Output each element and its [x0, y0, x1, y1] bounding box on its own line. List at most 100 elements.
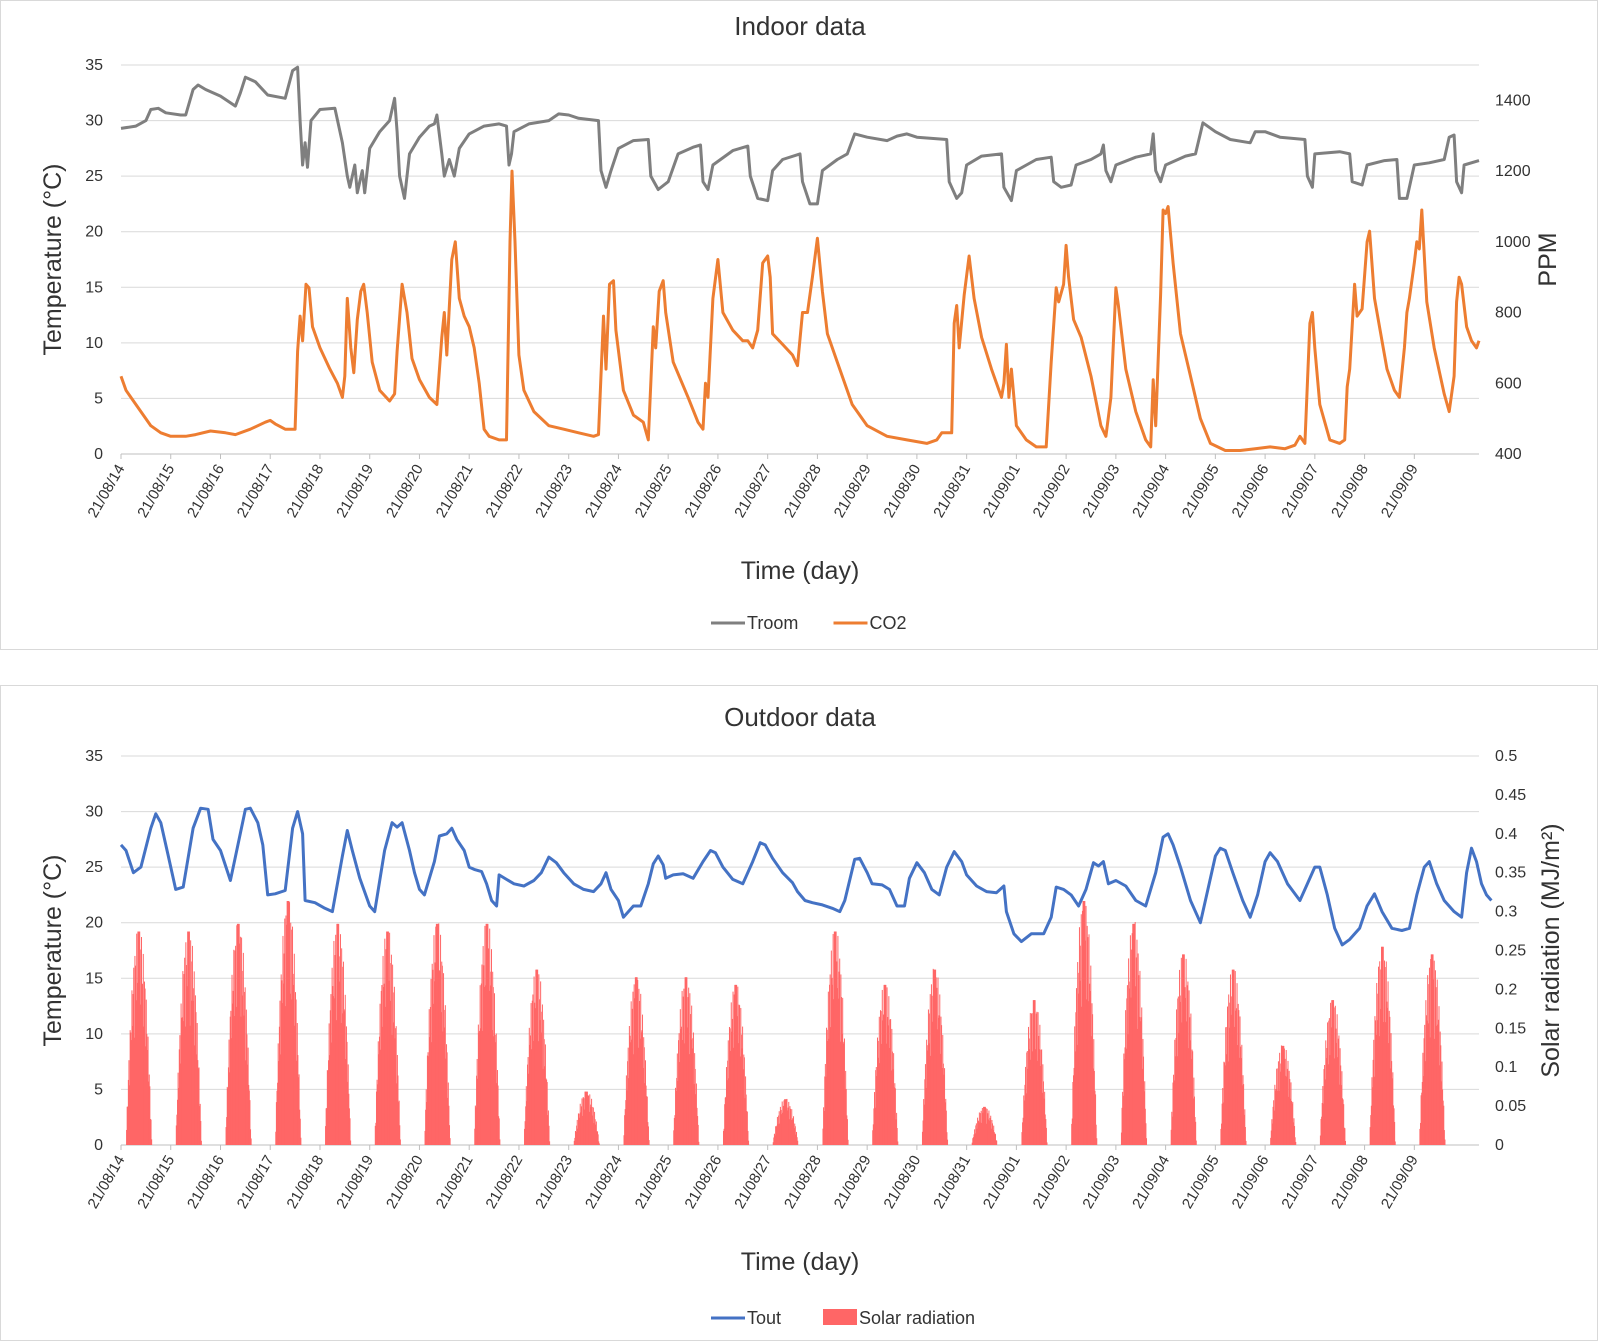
solar-bar	[528, 1073, 530, 1145]
solar-bar	[340, 1022, 342, 1145]
solar-bar	[134, 955, 136, 1145]
solar-bar	[647, 1122, 649, 1145]
solar-bar	[925, 1088, 927, 1145]
solar-bar	[538, 999, 540, 1145]
solar-bar	[181, 1017, 183, 1145]
y2-tick-label: 0.1	[1495, 1059, 1517, 1076]
solar-bar	[197, 1068, 199, 1145]
solar-bar	[796, 1131, 798, 1145]
solar-bar	[188, 931, 190, 1145]
solar-bar	[746, 1111, 748, 1145]
solar-bar	[988, 1110, 990, 1145]
series-line	[119, 806, 1493, 947]
solar-bar	[1034, 1000, 1036, 1145]
solar-bar	[888, 1047, 890, 1145]
solar-bar	[1092, 1068, 1094, 1145]
solar-bar	[842, 997, 844, 1145]
solar-bar	[1138, 975, 1140, 1145]
solar-bar	[586, 1091, 588, 1145]
solar-bar	[374, 1125, 376, 1145]
solar-bar	[182, 1021, 184, 1145]
solar-bar	[745, 1094, 747, 1145]
solar-bar	[1375, 1034, 1377, 1145]
solar-bar	[846, 1115, 848, 1145]
solar-bar	[975, 1123, 977, 1145]
solar-bar	[383, 987, 385, 1145]
solar-bar	[837, 935, 839, 1145]
solar-bar	[429, 1007, 431, 1145]
solar-bar	[1136, 939, 1138, 1145]
solar-bar	[1337, 1057, 1339, 1145]
solar-bar	[978, 1120, 980, 1145]
solar-bar	[877, 1057, 879, 1145]
y-axis-label: Temperature (°C)	[39, 164, 67, 356]
solar-bar	[580, 1112, 582, 1145]
solar-bar	[591, 1115, 593, 1145]
solar-bar	[1369, 1127, 1371, 1145]
solar-bar	[248, 1090, 250, 1145]
solar-bar	[836, 961, 838, 1145]
solar-bar	[644, 1083, 646, 1145]
solar-bar	[295, 992, 297, 1145]
solar-bar	[594, 1119, 596, 1145]
solar-bar	[1277, 1068, 1279, 1145]
solar-bar	[1241, 1044, 1243, 1145]
solar-bar	[928, 1043, 930, 1145]
solar-bar	[843, 1041, 845, 1145]
solar-bar	[688, 1054, 690, 1145]
solar-bar	[1187, 981, 1189, 1145]
solar-bar	[743, 1057, 745, 1145]
solar-bar	[641, 1030, 643, 1145]
solar-bar	[1285, 1050, 1287, 1145]
solar-bar	[1244, 1109, 1246, 1145]
solar-bar	[329, 1010, 331, 1145]
solar-bar	[1330, 1027, 1332, 1145]
solar-bar	[930, 1055, 932, 1145]
solar-bar	[689, 993, 691, 1145]
solar-bar	[574, 1130, 576, 1145]
solar-bar	[637, 1047, 639, 1145]
solar-bar	[1188, 1048, 1189, 1145]
solar-bar	[728, 1078, 730, 1145]
solar-bar	[1095, 1094, 1097, 1145]
solar-bar	[497, 1085, 499, 1145]
solar-bar	[435, 923, 437, 1145]
solar-bar	[586, 1091, 588, 1145]
solar-bar	[1436, 979, 1438, 1145]
solar-bar	[479, 1030, 481, 1145]
solar-bar	[1188, 990, 1190, 1145]
solar-bar	[683, 988, 685, 1145]
solar-bar	[380, 990, 382, 1145]
solar-bar	[1422, 1076, 1424, 1145]
solar-bar	[384, 938, 386, 1145]
solar-bar	[696, 1107, 698, 1145]
solar-bar	[328, 1023, 330, 1145]
solar-bar	[287, 901, 289, 1145]
solar-bar	[1375, 1020, 1377, 1145]
solar-bar	[444, 1027, 446, 1145]
solar-bar	[382, 955, 384, 1145]
solar-bar	[831, 977, 833, 1145]
solar-bar	[281, 1003, 283, 1145]
solar-bar	[283, 953, 285, 1145]
solar-bar	[1289, 1098, 1291, 1145]
solar-bar	[1324, 1064, 1326, 1145]
solar-bar	[742, 1069, 744, 1145]
solar-bar	[1074, 1051, 1076, 1145]
x-tick-label: 21/09/04	[1129, 1153, 1173, 1212]
solar-bar	[429, 1037, 431, 1145]
solar-bar	[946, 1132, 948, 1145]
x-tick-label: 21/08/27	[731, 462, 775, 521]
solar-bar	[129, 1030, 131, 1145]
solar-bar	[833, 999, 835, 1145]
solar-bar	[1338, 1035, 1340, 1145]
solar-bar	[196, 1054, 198, 1145]
solar-bar	[398, 1102, 400, 1145]
y2-tick-label: 0	[1495, 1137, 1504, 1154]
solar-bar	[200, 1140, 202, 1145]
solar-bar	[977, 1121, 979, 1145]
y2-tick-label: 1000	[1495, 234, 1531, 251]
solar-bar	[1431, 954, 1433, 1145]
solar-bar	[338, 923, 340, 1145]
solar-bar	[1231, 969, 1233, 1145]
